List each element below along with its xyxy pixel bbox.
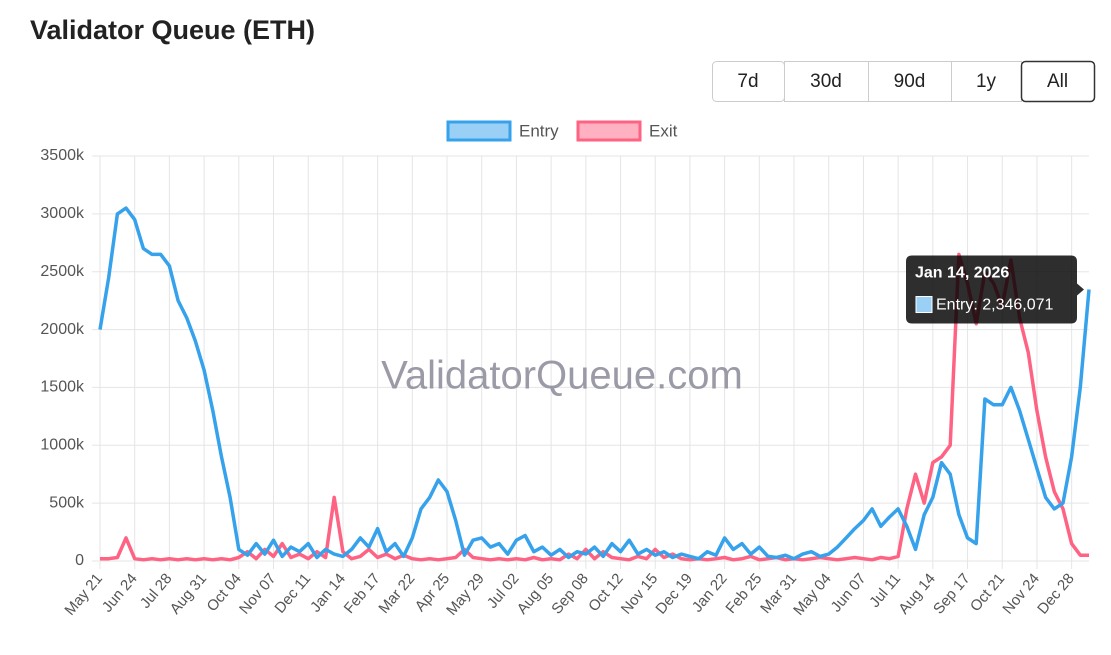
- y-tick-label: 500k: [49, 494, 85, 511]
- legend-label: Exit: [649, 121, 678, 140]
- y-tick-label: 2500k: [40, 263, 85, 280]
- range-button-box[interactable]: [868, 61, 952, 102]
- x-tick-label: Feb 25: [722, 570, 765, 617]
- range-button[interactable]: 1y: [951, 61, 1022, 102]
- range-button[interactable]: All: [1020, 60, 1096, 103]
- y-tick-label: 1500k: [40, 379, 85, 396]
- range-button[interactable]: 7d: [712, 61, 785, 102]
- range-button-box[interactable]: [784, 61, 869, 102]
- range-button-label[interactable]: 30d: [810, 71, 842, 92]
- chart-title: Validator Queue (ETH): [30, 15, 315, 45]
- y-tick-label: 2000k: [40, 321, 85, 338]
- legend-swatch: [446, 120, 512, 142]
- x-tick-label: Aug 05: [514, 570, 558, 617]
- x-tick-label: Aug 14: [895, 570, 939, 617]
- x-tick-label: Dec 28: [1034, 570, 1078, 617]
- x-tick-label: Feb 17: [341, 570, 384, 617]
- range-button[interactable]: 30d: [784, 61, 869, 102]
- y-tick-label: 0: [75, 552, 84, 569]
- range-button-label[interactable]: 1y: [976, 71, 997, 92]
- range-button[interactable]: 90d: [868, 61, 952, 102]
- range-button-label[interactable]: 7d: [737, 71, 758, 92]
- watermark: ValidatorQueue.com: [381, 354, 743, 398]
- x-tick-label: Sep 08: [548, 570, 592, 617]
- tooltip-label: Entry: 2,346,071: [936, 297, 1054, 314]
- range-button-box[interactable]: [951, 61, 1022, 102]
- legend-label: Entry: [519, 121, 559, 140]
- x-tick-label: Aug 31: [167, 570, 211, 617]
- x-tick-label: Nov 24: [999, 570, 1043, 617]
- x-tick-label: Nov 15: [618, 570, 662, 617]
- x-tick-label: Dec 19: [652, 570, 696, 617]
- y-tick-label: 1000k: [40, 437, 85, 454]
- x-tick-label: Nov 07: [236, 570, 280, 617]
- tooltip-title: Jan 14, 2026: [915, 265, 1009, 282]
- range-button-label[interactable]: 90d: [894, 71, 926, 92]
- y-tick-label: 3000k: [40, 205, 85, 222]
- x-tick-label: May 29: [443, 570, 488, 619]
- y-tick-label: 3500k: [40, 147, 85, 164]
- range-button-label[interactable]: All: [1047, 71, 1068, 92]
- x-tick-label: Mar 22: [375, 570, 418, 617]
- x-tick-label: Jun 24: [99, 570, 141, 615]
- x-tick-label: May 04: [790, 570, 835, 619]
- x-tick-label: Sep 17: [930, 570, 974, 617]
- range-button-box[interactable]: [1020, 60, 1096, 103]
- x-tick-label: May 21: [61, 570, 106, 619]
- x-tick-label: Jun 07: [828, 570, 870, 615]
- series-line: [98, 206, 1091, 561]
- series-line: [100, 252, 1089, 562]
- tooltip-box: [906, 255, 1084, 324]
- legend-swatch: [576, 120, 642, 142]
- x-tick-label: Dec 11: [271, 570, 314, 616]
- tooltip-swatch: [915, 296, 933, 314]
